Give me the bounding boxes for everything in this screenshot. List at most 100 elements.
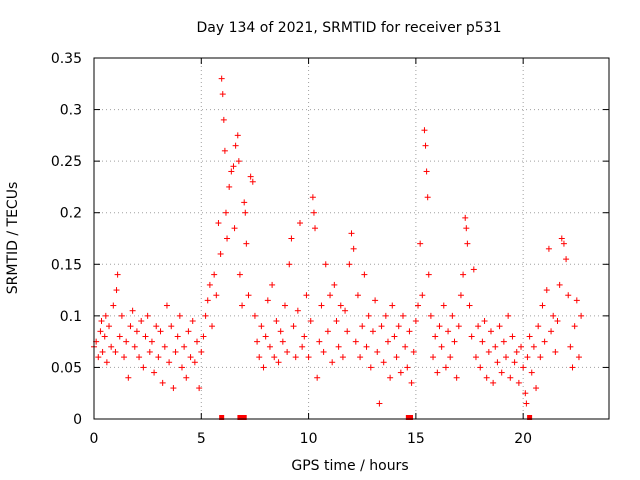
data-point xyxy=(103,359,110,366)
data-point xyxy=(202,312,209,319)
data-point xyxy=(453,374,460,381)
data-point xyxy=(545,245,552,252)
data-point xyxy=(221,147,228,154)
data-point xyxy=(114,271,121,278)
plot-frame xyxy=(93,57,610,420)
data-point xyxy=(178,364,185,371)
y-tick-label: 0 xyxy=(73,412,82,428)
data-point xyxy=(277,328,284,335)
data-point xyxy=(337,302,344,309)
data-point xyxy=(524,354,531,361)
data-point xyxy=(558,235,565,242)
data-point xyxy=(262,333,269,340)
data-point xyxy=(98,318,105,325)
data-point xyxy=(498,369,505,376)
data-point xyxy=(463,225,470,232)
data-point xyxy=(106,323,113,330)
data-point xyxy=(269,281,276,288)
data-point xyxy=(254,338,261,345)
y-tick-label: 0.1 xyxy=(60,309,82,325)
data-point xyxy=(166,359,173,366)
data-point xyxy=(318,302,325,309)
data-point xyxy=(422,142,429,149)
data-point xyxy=(196,385,203,392)
data-point xyxy=(181,343,188,350)
data-point xyxy=(395,323,402,330)
data-point xyxy=(438,343,445,350)
data-point xyxy=(314,374,321,381)
data-point xyxy=(112,348,119,355)
data-point xyxy=(464,240,471,247)
data-point xyxy=(271,354,278,361)
data-point xyxy=(339,354,346,361)
data-point xyxy=(234,132,241,139)
data-point xyxy=(507,374,514,381)
data-point xyxy=(361,271,368,278)
data-point xyxy=(554,318,561,325)
data-point xyxy=(449,312,456,319)
data-point xyxy=(369,328,376,335)
data-point xyxy=(556,281,563,288)
data-point xyxy=(275,359,282,366)
data-point xyxy=(406,328,413,335)
data-point xyxy=(575,354,582,361)
data-point xyxy=(256,354,263,361)
data-point xyxy=(526,333,533,340)
data-point xyxy=(116,333,123,340)
data-point xyxy=(113,287,120,294)
data-point xyxy=(172,348,179,355)
data-point xyxy=(419,292,426,299)
data-point xyxy=(200,333,207,340)
data-point xyxy=(102,312,109,319)
data-point xyxy=(560,240,567,247)
data-point xyxy=(528,369,535,376)
data-point xyxy=(494,359,501,366)
data-point xyxy=(397,369,404,376)
data-point xyxy=(142,333,149,340)
data-point xyxy=(97,328,104,335)
data-point xyxy=(344,328,351,335)
data-point xyxy=(222,209,229,216)
data-point xyxy=(455,323,462,330)
data-point xyxy=(218,75,225,82)
data-point xyxy=(434,369,441,376)
data-point xyxy=(322,261,329,268)
data-point xyxy=(578,312,585,319)
chart-title: Day 134 of 2021, SRMTID for receiver p53… xyxy=(196,20,501,36)
data-point xyxy=(513,348,520,355)
data-point xyxy=(118,312,125,319)
data-point xyxy=(427,312,434,319)
data-point xyxy=(400,312,406,319)
y-axis-label: SRMTID / TECUs xyxy=(5,182,21,295)
data-point xyxy=(288,235,295,242)
data-point xyxy=(415,302,422,309)
data-point xyxy=(133,328,140,335)
data-point xyxy=(479,338,486,345)
data-point xyxy=(320,348,327,355)
data-point xyxy=(352,338,359,345)
data-point xyxy=(384,338,391,345)
data-point xyxy=(363,343,370,350)
data-point xyxy=(309,194,316,201)
data-point xyxy=(281,302,288,309)
data-point xyxy=(260,364,267,371)
data-point xyxy=(485,348,492,355)
data-point xyxy=(569,364,576,371)
data-point xyxy=(472,354,479,361)
data-point xyxy=(247,173,254,180)
data-point xyxy=(481,318,488,325)
data-point xyxy=(563,256,570,263)
data-point xyxy=(346,261,353,268)
data-point xyxy=(430,354,437,361)
x-axis-label: GPS time / hours xyxy=(291,458,408,474)
data-point xyxy=(421,127,428,134)
data-point xyxy=(565,292,572,299)
data-point xyxy=(310,209,317,216)
data-point xyxy=(241,199,248,206)
data-point xyxy=(211,271,218,278)
data-point xyxy=(187,354,194,361)
data-point xyxy=(220,116,227,123)
data-point xyxy=(509,333,516,340)
data-point xyxy=(303,292,310,299)
